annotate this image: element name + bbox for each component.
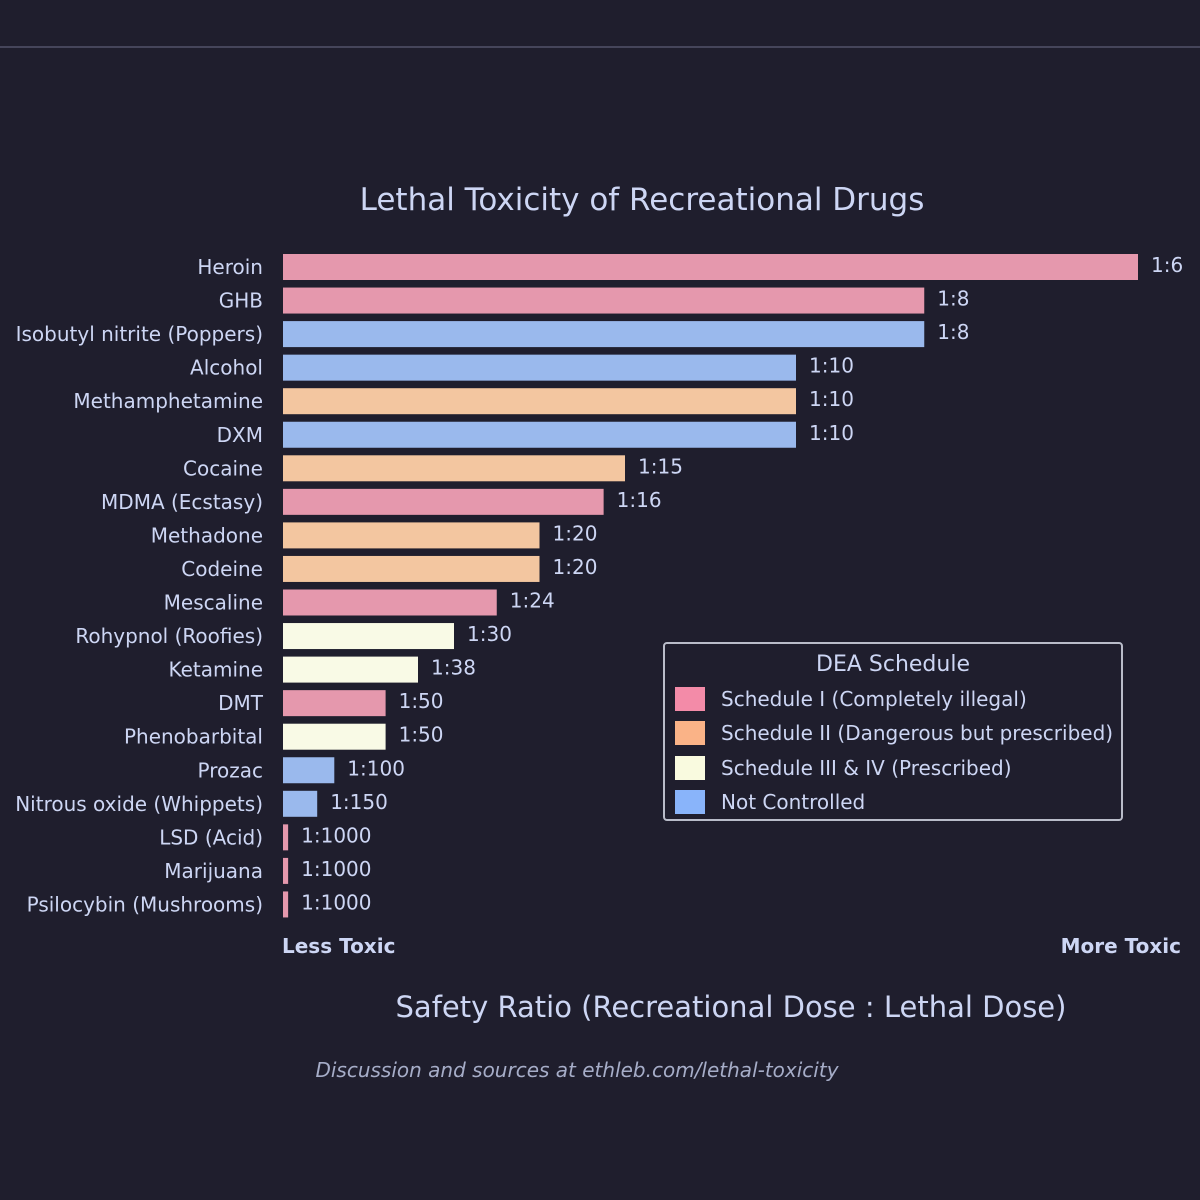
legend-item-schedule-1: Schedule I (Completely illegal) (675, 687, 1027, 711)
bar (283, 824, 289, 851)
category-label: Prozac (198, 758, 263, 782)
category-label: Rohypnol (Roofies) (75, 624, 263, 648)
legend: DEA Schedule Schedule I (Completely ille… (663, 642, 1123, 821)
bar (283, 321, 925, 348)
value-label: 1:50 (399, 689, 444, 713)
legend-item-not-controlled: Not Controlled (675, 790, 865, 814)
value-label: 1:8 (937, 287, 969, 311)
value-label: 1:10 (809, 354, 854, 378)
legend-swatch (675, 721, 705, 745)
legend-label: Schedule III & IV (Prescribed) (721, 756, 1012, 780)
value-label: 1:1000 (301, 890, 371, 914)
legend-swatch (675, 687, 705, 711)
bar (283, 555, 540, 582)
category-label: Cocaine (183, 456, 263, 480)
source-note: Discussion and sources at ethleb.com/let… (315, 1058, 839, 1082)
bar (283, 522, 540, 549)
category-label: Ketamine (168, 658, 263, 682)
legend-item-schedule-3-4: Schedule III & IV (Prescribed) (675, 756, 1012, 780)
value-label: 1:100 (347, 756, 405, 780)
bar (283, 254, 1138, 280)
top-divider (0, 46, 1200, 48)
value-label: 1:150 (330, 790, 388, 814)
category-label: Methadone (151, 523, 263, 547)
less-toxic-label: Less Toxic (282, 934, 396, 958)
value-label: 1:16 (617, 488, 662, 512)
value-label: 1:24 (510, 589, 555, 613)
bar (283, 287, 925, 314)
more-toxic-label: More Toxic (1060, 934, 1181, 958)
bar (283, 488, 604, 515)
bar (283, 623, 454, 650)
bar (283, 589, 497, 616)
bar (283, 790, 318, 817)
category-label: Heroin (197, 255, 263, 279)
category-label: DXM (217, 423, 263, 447)
bar (283, 723, 386, 750)
value-label: 1:38 (431, 656, 476, 680)
category-label: Codeine (181, 557, 263, 581)
value-label: 1:1000 (301, 857, 371, 881)
value-label: 1:1000 (301, 823, 371, 847)
bar (283, 690, 386, 717)
bar (283, 455, 625, 482)
x-axis-label: Safety Ratio (Recreational Dose : Lethal… (395, 990, 1067, 1024)
value-label: 1:20 (553, 555, 598, 579)
category-label: Mescaline (164, 591, 263, 615)
value-label: 1:20 (553, 521, 598, 545)
category-label: Methamphetamine (73, 389, 263, 413)
bar (283, 421, 796, 448)
bar (283, 757, 335, 784)
category-label: Isobutyl nitrite (Poppers) (16, 322, 263, 346)
bar (283, 857, 289, 884)
category-label: Phenobarbital (124, 725, 263, 749)
value-label: 1:50 (399, 723, 444, 747)
bar (283, 891, 289, 918)
legend-swatch (675, 756, 705, 780)
legend-label: Schedule II (Dangerous but prescribed) (721, 721, 1114, 745)
category-label: Psilocybin (Mushrooms) (27, 892, 263, 916)
category-label: Nitrous oxide (Whippets) (15, 792, 263, 816)
value-label: 1:6 (1151, 253, 1183, 277)
category-label: MDMA (Ecstasy) (101, 490, 263, 514)
category-label: Alcohol (190, 356, 263, 380)
value-label: 1:10 (809, 421, 854, 445)
legend-item-schedule-2: Schedule II (Dangerous but prescribed) (675, 721, 1113, 745)
bar (283, 388, 796, 415)
value-label: 1:30 (467, 622, 512, 646)
category-label: LSD (Acid) (159, 825, 263, 849)
value-label: 1:15 (638, 454, 683, 478)
category-label: GHB (219, 289, 263, 313)
value-label: 1:8 (937, 320, 969, 344)
legend-label: Not Controlled (721, 790, 866, 814)
bar (283, 656, 418, 683)
bar (283, 354, 796, 381)
category-label: Marijuana (164, 859, 263, 883)
category-label: DMT (218, 691, 264, 715)
value-label: 1:10 (809, 387, 854, 411)
chart-title: Lethal Toxicity of Recreational Drugs (359, 182, 925, 218)
legend-label: Schedule I (Completely illegal) (721, 687, 1027, 711)
legend-title: DEA Schedule (816, 652, 970, 677)
legend-swatch (675, 790, 705, 814)
